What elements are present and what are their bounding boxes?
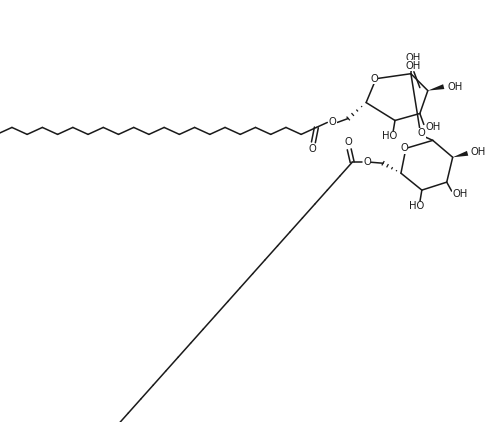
Text: OH: OH [405,61,421,71]
Text: OH: OH [447,82,463,92]
Text: O: O [418,129,426,138]
Text: OH: OH [405,53,421,63]
Text: O: O [400,143,408,153]
Text: OH: OH [426,122,441,132]
Text: O: O [308,144,316,154]
Text: O: O [370,74,378,84]
Polygon shape [428,84,445,91]
Text: HO: HO [409,201,425,211]
Text: OH: OH [453,189,468,199]
Text: O: O [363,157,371,167]
Polygon shape [453,151,468,157]
Text: OH: OH [470,147,486,157]
Text: O: O [328,118,336,127]
Text: HO: HO [383,132,398,141]
Text: O: O [345,137,352,147]
